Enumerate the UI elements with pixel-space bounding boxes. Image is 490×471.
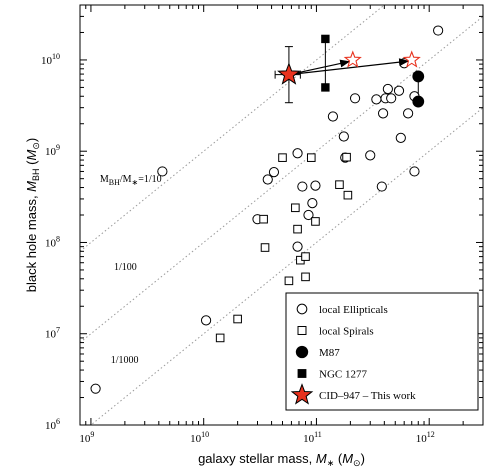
point-open-circle-23 xyxy=(393,85,405,96)
point-open-square-11 xyxy=(306,153,316,162)
point-open-square-14 xyxy=(343,190,353,200)
point-open-square-13 xyxy=(335,180,344,189)
legend-marker-4 xyxy=(290,383,314,405)
ratio-line-1 xyxy=(80,16,483,343)
x-tick-label-0: 109 xyxy=(79,430,94,445)
point-open-circle-16 xyxy=(365,150,376,161)
point-open-square-12 xyxy=(311,217,320,226)
legend-label-3: NGC 1277 xyxy=(319,369,367,381)
ratio-line-2 xyxy=(90,107,483,425)
point-open-circle-4 xyxy=(262,174,273,185)
point-open-circle-18 xyxy=(376,181,387,192)
arrow-0 xyxy=(288,59,351,76)
y-tick-label-2: 108 xyxy=(45,234,60,249)
point-open-circle-10 xyxy=(310,180,321,191)
point-filled-square-0 xyxy=(321,34,330,44)
point-open-circle-2 xyxy=(200,315,212,326)
point-open-star-0 xyxy=(343,50,362,68)
legend-label-0: local Ellipticals xyxy=(319,304,388,316)
x-tick-label-1: 1010 xyxy=(190,430,209,445)
point-open-circle-0 xyxy=(90,383,101,394)
data-points xyxy=(90,25,444,394)
ratio-label-1: 1/100 xyxy=(114,262,137,273)
ratio-label-0: MBH/M∗=1/10 xyxy=(100,174,162,187)
point-open-square-1 xyxy=(233,314,242,324)
point-open-square-7 xyxy=(293,224,302,234)
point-open-square-2 xyxy=(259,214,268,224)
legend-marker-3 xyxy=(297,369,307,378)
point-open-circle-1 xyxy=(157,166,168,177)
point-open-circle-24 xyxy=(395,132,406,143)
arrow-1 xyxy=(288,58,410,76)
x-tick-label-3: 1012 xyxy=(416,430,435,445)
arrows xyxy=(277,50,421,85)
legend-label-4: CID–947 – This work xyxy=(319,390,416,402)
point-open-circle-5 xyxy=(268,167,280,178)
point-open-square-3 xyxy=(260,243,270,252)
legend: local Ellipticals local Spirals M87 NGC 127… xyxy=(285,292,479,411)
y-tick-label-0: 106 xyxy=(45,417,60,432)
point-open-circle-26 xyxy=(403,108,414,119)
point-open-circle-15 xyxy=(349,93,361,104)
point-open-circle-22 xyxy=(386,93,397,104)
legend-label-1: local Spirals xyxy=(319,326,374,338)
ratio-line-0 xyxy=(80,5,386,252)
point-open-square-5 xyxy=(284,276,294,286)
y-tick-label-1: 107 xyxy=(45,326,60,341)
point-open-circle-14 xyxy=(338,131,349,142)
point-open-circle-9 xyxy=(307,198,318,209)
point-open-square-9 xyxy=(301,272,310,282)
point-open-square-6 xyxy=(291,203,300,213)
point-open-circle-29 xyxy=(433,25,444,36)
x-axis-label: galaxy stellar mass, M∗ (M⊙) xyxy=(198,451,365,468)
point-open-circle-6 xyxy=(292,148,303,159)
legend-marker-2 xyxy=(295,345,309,359)
legend-box xyxy=(285,292,479,411)
ratio-lines xyxy=(80,5,483,425)
point-open-circle-21 xyxy=(382,83,393,95)
point-filled-circle-1 xyxy=(412,95,425,108)
x-tick-label-2: 1011 xyxy=(303,430,322,445)
point-filled-circle-0 xyxy=(412,70,425,83)
legend-label-2: M87 xyxy=(319,347,340,359)
ratio-label-2: 1/1000 xyxy=(111,355,139,366)
point-open-circle-11 xyxy=(292,241,303,252)
vertical-links xyxy=(324,38,419,102)
ratio-labels: MBH/M∗=1/10 1/100 1/1000 xyxy=(100,174,162,366)
legend-marker-0 xyxy=(296,303,308,315)
point-open-circle-17 xyxy=(371,94,382,105)
point-open-circle-12 xyxy=(327,111,339,122)
point-open-star-1 xyxy=(402,50,421,68)
y-tick-label-3: 109 xyxy=(45,143,60,158)
y-axis-label: black hole mass, MBH (M⊙) xyxy=(24,138,41,292)
point-open-circle-19 xyxy=(377,108,389,119)
point-open-circle-28 xyxy=(409,166,420,177)
point-open-square-0 xyxy=(215,333,225,343)
point-open-circle-7 xyxy=(297,181,308,192)
point-open-circle-8 xyxy=(303,209,314,221)
y-tick-label-4: 1010 xyxy=(41,52,60,67)
point-open-square-4 xyxy=(278,153,287,162)
point-filled-star-0 xyxy=(277,62,301,85)
legend-marker-1 xyxy=(297,326,307,335)
point-open-square-15 xyxy=(342,152,351,162)
point-filled-square-1 xyxy=(321,83,330,92)
point-open-square-10 xyxy=(301,252,310,261)
